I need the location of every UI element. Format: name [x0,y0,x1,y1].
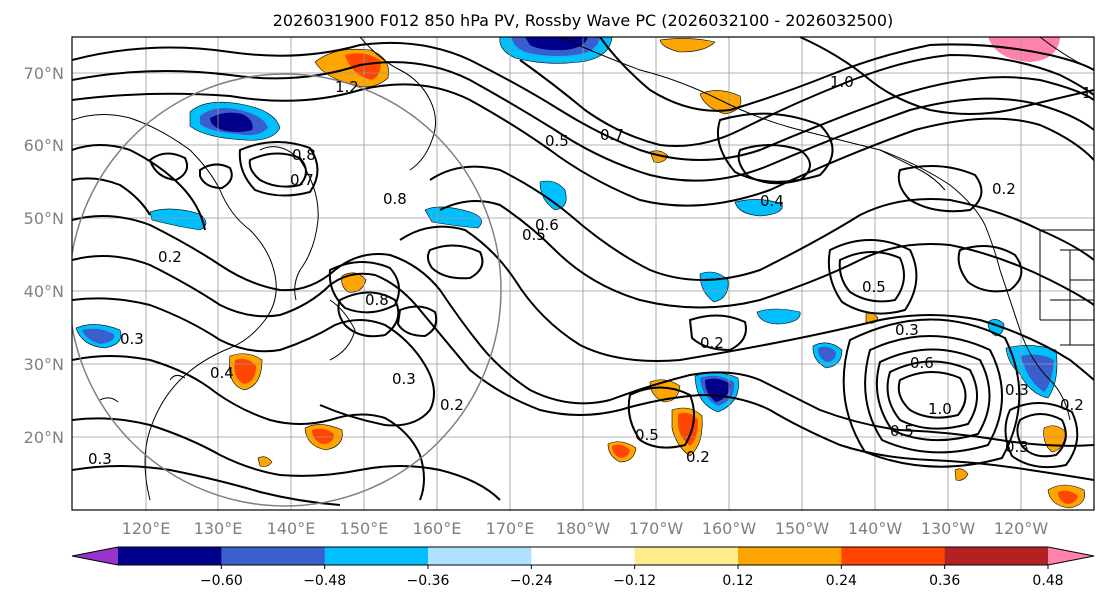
anomaly-positive [612,444,630,458]
anomaly-negative [525,37,588,51]
lon-label: 180°W [556,519,611,538]
colorbar: −0.60 −0.48 −0.36 −0.24 −0.12 0.12 0.24 0.36 0.4… [71,546,1095,589]
anomaly-negative [734,199,783,217]
contour-label: 0.8 [292,146,316,164]
colorbar-extend-low [72,547,118,565]
colorbar-tick-label: 0.24 [826,573,857,589]
colorbar-tick-label: −0.60 [200,573,243,589]
contour-label: 0.3 [88,450,112,468]
lon-label: 160°E [413,519,462,538]
anomaly-positive [341,272,367,293]
contour-label: 0.2 [992,180,1016,198]
colorbar-extend-high [1048,547,1094,565]
contour-label: 0.4 [210,364,234,382]
contour-label: 0.6 [910,354,934,372]
lon-label: 130°E [194,519,243,538]
lon-label: 160°W [702,519,757,538]
anomaly-negative [82,328,115,344]
radius-circle [72,73,502,507]
anomaly-positive [312,428,334,444]
map-title: 2026031900 F012 850 hPa PV, Rossby Wave … [273,11,894,30]
lat-label: 60°N [24,136,64,155]
anomaly-negative [149,208,207,231]
contour-label: 0.2 [440,396,464,414]
colorbar-tick-label: 0.48 [1032,573,1063,589]
contour-label: 0.2 [700,334,724,352]
anomaly-negative [756,308,801,325]
lon-label: 150°E [340,519,389,538]
map-frame [71,36,1095,511]
contour-label: 0.4 [760,192,784,210]
colorbar-segment [221,547,326,565]
contour-label: 0.6 [535,216,559,234]
contour-label: 0.2 [686,448,710,466]
lon-label: 140°E [267,519,316,538]
contour-label: 0.3 [1005,381,1029,399]
contour-label: 1.0 [1082,84,1105,102]
contour-label: 0.3 [895,321,919,339]
contour-label: 0.8 [365,291,389,309]
contour-label: 0.3 [120,330,144,348]
colorbar-tick-label: −0.48 [303,573,346,589]
shaded-anomalies [75,37,1085,509]
colorbar-outline [71,546,1095,566]
contour-label: 1.0 [830,73,854,91]
anomaly-positive [1058,490,1078,504]
contour-label: 0.8 [383,190,407,208]
lon-label: 120°W [994,519,1049,538]
colorbar-segment [324,547,429,565]
anomaly-positive [257,456,273,467]
contour-label: 0.3 [392,370,416,388]
contour-label: 0.7 [290,171,314,189]
contour-label: 0.3 [1005,438,1029,456]
longitude-labels: 120°E 130°E 140°E 150°E 160°E 170°E 180°… [122,519,1049,538]
anomaly-negative [210,112,253,132]
lat-label: 20°N [24,428,64,447]
contour-label: 0.5 [635,426,659,444]
lon-label: 170°E [486,519,535,538]
colorbar-segment [118,547,222,565]
contour-label: 1.0 [928,400,952,418]
lat-label: 50°N [24,209,64,228]
colorbar-segment [841,547,946,565]
colorbar-tick-label: −0.12 [613,573,656,589]
lon-label: 170°W [629,519,684,538]
contour-label: 0.5 [890,422,914,440]
contour-labels: 0.8 0.7 0.8 0.5 0.2 0.3 0.3 0.4 0.2 0.8 … [88,73,1105,468]
lat-label: 30°N [24,355,64,374]
colorbar-segment [428,547,532,565]
colorbar-tick-label: −0.24 [510,573,553,589]
anomaly-negative [539,180,567,211]
colorbar-tick-label: −0.36 [407,573,450,589]
lat-label: 70°N [24,64,64,83]
colorbar-segment [634,547,739,565]
anomaly-positive [234,358,256,384]
colorbar-segment [531,547,636,565]
graticule [72,37,1094,510]
colorbar-tick-label: 0.36 [929,573,960,589]
lon-label: 130°W [921,519,976,538]
colorbar-segment [738,547,842,565]
map-content: 0.8 0.7 0.8 0.5 0.2 0.3 0.3 0.4 0.2 0.8 … [72,37,1105,510]
latitude-labels: 70°N 60°N 50°N 40°N 30°N 20°N [24,64,64,447]
contour-label: 1.2 [335,78,359,96]
lon-label: 120°E [122,519,171,538]
anomaly-positive [954,468,969,481]
contour-label: 0.2 [158,248,182,266]
lon-label: 150°W [775,519,830,538]
contour-label: 0.7 [600,126,624,144]
anomaly-negative [818,346,836,362]
contour-label: 0.2 [1060,396,1084,414]
anomaly-positive [659,38,716,53]
colorbar-segment [944,547,1049,565]
contour-label: 0.5 [862,278,886,296]
lat-label: 40°N [24,282,64,301]
lon-label: 140°W [848,519,903,538]
colorbar-tick-label: 0.12 [722,573,753,589]
contour-label: 0.5 [522,226,546,244]
contour-label: 0.5 [545,132,569,150]
